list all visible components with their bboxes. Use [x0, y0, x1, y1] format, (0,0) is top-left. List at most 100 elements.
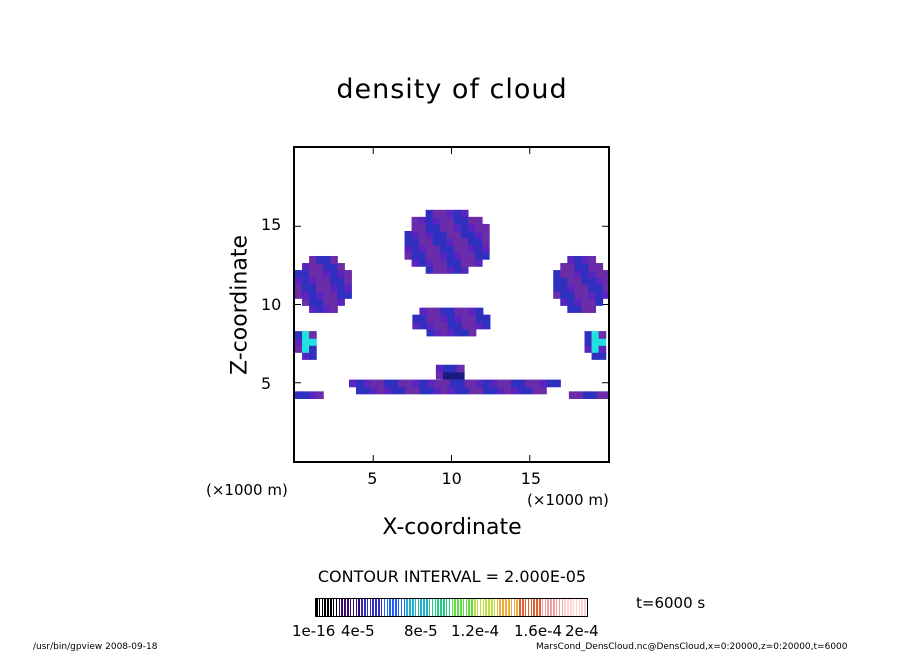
heatmap-cell	[595, 284, 604, 292]
heatmap-cell	[337, 284, 345, 292]
heatmap-cell	[525, 379, 533, 388]
colorbar-stripe	[459, 599, 462, 616]
colorbar-stripe	[564, 599, 566, 616]
heatmap-cell	[553, 284, 561, 292]
heatmap-cell	[574, 270, 582, 278]
heatmap-cell	[323, 277, 331, 285]
heatmap-cell	[532, 379, 540, 388]
heatmap-cell	[295, 284, 303, 292]
heatmap-cell	[412, 314, 421, 323]
heatmap-cell	[595, 263, 604, 271]
heatmap-cell	[323, 270, 331, 278]
colorbar-stripe	[516, 599, 518, 616]
heatmap-cell	[567, 305, 575, 313]
colorbar-stripe	[578, 599, 581, 616]
heatmap-cell	[456, 378, 465, 387]
heatmap-cell	[302, 298, 310, 306]
heatmap-cell	[567, 255, 575, 264]
heatmap-cell	[468, 314, 477, 323]
heatmap-cell	[489, 386, 498, 395]
heatmap-cell	[447, 307, 456, 316]
heatmap-cell	[503, 379, 512, 388]
cloud-region-right-band	[568, 391, 608, 399]
heatmap-cell	[426, 321, 435, 330]
heatmap-cell	[567, 291, 575, 299]
heatmap-cell	[295, 291, 303, 299]
heatmap-cell	[439, 237, 448, 246]
heatmap-cell	[560, 277, 568, 285]
colorbar-stripe	[417, 599, 420, 616]
heatmap-cell	[510, 379, 519, 388]
heatmap-cell	[539, 386, 547, 395]
heatmap-cell	[411, 230, 420, 239]
colorbar-stripe	[584, 599, 586, 616]
colorbar-stripe	[471, 599, 473, 616]
heatmap-cell	[588, 305, 597, 313]
heatmap-cell	[309, 270, 317, 278]
heatmap-cell	[295, 270, 303, 278]
heatmap-cell	[453, 252, 462, 260]
heatmap-cell	[591, 338, 600, 346]
heatmap-cell	[475, 307, 484, 316]
heatmap-cell	[575, 391, 584, 399]
colorbar-stripe	[519, 599, 521, 616]
heatmap-cell	[567, 263, 575, 271]
colorbar-stripe	[386, 599, 389, 616]
heatmap-cell	[468, 379, 477, 388]
heatmap-cell	[591, 331, 600, 339]
heatmap-cell	[588, 270, 597, 278]
heatmap-cell	[330, 291, 338, 299]
heatmap-cell	[439, 223, 448, 232]
colorbar-stripe	[491, 599, 493, 616]
heatmap-cell	[344, 291, 352, 299]
heatmap-cell	[418, 237, 427, 246]
heatmap-cell	[370, 379, 378, 388]
heatmap-cell	[461, 314, 470, 323]
heatmap-cell	[426, 328, 435, 337]
heatmap-cell	[584, 345, 593, 353]
y-tick-label: 10	[261, 294, 282, 314]
heatmap-cell	[446, 230, 455, 239]
cloud-region-left-edge-core	[295, 331, 317, 360]
colorbar-stripe	[536, 599, 538, 616]
heatmap-cell	[439, 252, 448, 260]
heatmap-cell	[425, 252, 434, 260]
heatmap-cell	[337, 270, 345, 278]
heatmap-cell	[330, 298, 338, 306]
heatmap-cell	[425, 266, 434, 274]
colorbar-stripe	[395, 599, 397, 616]
colorbar-stripe	[474, 599, 476, 616]
heatmap-cell	[440, 307, 449, 316]
colorbar-tick-label: 1e-16	[292, 622, 336, 640]
heatmap-cell	[460, 216, 469, 225]
heatmap-cell	[330, 255, 338, 264]
heatmap-cell	[574, 277, 582, 285]
cloud-region-left-band	[295, 391, 324, 399]
heatmap-cell	[418, 223, 427, 232]
colorbar-stripe	[437, 599, 439, 616]
colorbar-stripe	[428, 599, 431, 616]
plot-area	[293, 146, 610, 463]
time-label: t=6000 s	[636, 594, 706, 612]
heatmap-cell	[525, 386, 533, 395]
heatmap-cell	[482, 314, 491, 323]
x-tick-label: 10	[441, 469, 462, 488]
heatmap-cell	[467, 216, 476, 225]
heatmap-cell	[568, 391, 577, 399]
heatmap-cell	[433, 307, 442, 316]
colorbar-stripe	[434, 599, 437, 616]
heatmap-cell	[474, 230, 483, 239]
heatmap-cell	[454, 386, 463, 395]
heatmap-cell	[582, 391, 591, 399]
colorbar-stripe	[318, 599, 321, 616]
colorbar-stripe	[411, 599, 414, 616]
colorbar-stripe	[448, 599, 451, 616]
heatmap-cell	[316, 291, 324, 299]
colorbar-stripe	[389, 599, 391, 616]
heatmap-cell	[553, 291, 561, 299]
colorbar-stripe	[397, 599, 400, 616]
heatmap-cell	[412, 379, 421, 388]
heatmap-cell	[454, 314, 463, 323]
heatmap-cell	[398, 386, 406, 395]
heatmap-cell	[453, 223, 462, 232]
